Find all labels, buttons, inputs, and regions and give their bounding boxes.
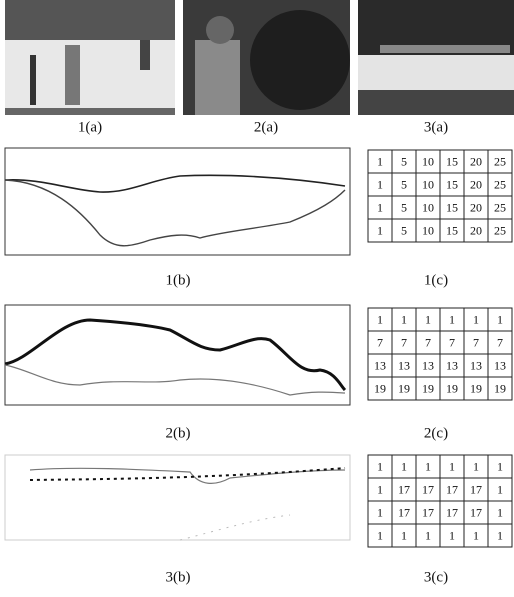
grid-value: 1 bbox=[473, 528, 479, 542]
plot-caption: 1(b) bbox=[166, 272, 191, 288]
grid-value: 7 bbox=[401, 335, 407, 349]
grid-value: 1 bbox=[401, 459, 407, 473]
grid-value: 1 bbox=[449, 312, 455, 326]
grid-value: 1 bbox=[377, 482, 383, 496]
plot-3 bbox=[5, 455, 350, 540]
grid-value: 10 bbox=[422, 154, 434, 168]
grid-value: 1 bbox=[449, 528, 455, 542]
grid-value: 15 bbox=[446, 154, 458, 168]
grid-value: 19 bbox=[422, 381, 434, 395]
grid-value: 17 bbox=[398, 505, 410, 519]
grid-value: 1 bbox=[377, 177, 383, 191]
grid-value: 15 bbox=[446, 200, 458, 214]
plot-caption: 2(b) bbox=[166, 425, 191, 441]
grid-value: 13 bbox=[398, 358, 410, 372]
grid-value: 20 bbox=[470, 200, 482, 214]
grid-value: 7 bbox=[425, 335, 431, 349]
plot-1 bbox=[5, 148, 350, 255]
grid-value: 1 bbox=[401, 312, 407, 326]
grid-value: 5 bbox=[401, 200, 407, 214]
grid-value: 13 bbox=[374, 358, 386, 372]
grid-value: 1 bbox=[473, 459, 479, 473]
grid-value: 19 bbox=[398, 381, 410, 395]
grid-value: 25 bbox=[494, 200, 506, 214]
grid-value: 1 bbox=[425, 459, 431, 473]
grid-value: 13 bbox=[446, 358, 458, 372]
grid-value: 5 bbox=[401, 154, 407, 168]
grid-value: 13 bbox=[470, 358, 482, 372]
grid-value: 1 bbox=[497, 505, 503, 519]
grid-value: 25 bbox=[494, 154, 506, 168]
grid-value: 19 bbox=[470, 381, 482, 395]
grid-value: 19 bbox=[374, 381, 386, 395]
grid-value: 7 bbox=[449, 335, 455, 349]
grid-value: 19 bbox=[446, 381, 458, 395]
grid-value: 17 bbox=[422, 482, 434, 496]
grid-value: 1 bbox=[497, 459, 503, 473]
grid-value: 5 bbox=[401, 223, 407, 237]
grid-value: 1 bbox=[377, 459, 383, 473]
grid-value: 17 bbox=[398, 482, 410, 496]
grid-value: 17 bbox=[470, 505, 482, 519]
grid-value: 20 bbox=[470, 154, 482, 168]
grid-value: 1 bbox=[425, 312, 431, 326]
grid-value: 17 bbox=[446, 482, 458, 496]
grid-value: 1 bbox=[497, 482, 503, 496]
grid-value: 25 bbox=[494, 177, 506, 191]
grid-value: 17 bbox=[446, 505, 458, 519]
image-caption: 3(a) bbox=[424, 119, 448, 135]
image-1 bbox=[5, 0, 175, 115]
image-3 bbox=[358, 0, 514, 115]
grid-value: 7 bbox=[497, 335, 503, 349]
grid-value: 20 bbox=[470, 223, 482, 237]
image-caption: 1(a) bbox=[78, 119, 102, 135]
grid-value: 1 bbox=[377, 312, 383, 326]
image-2 bbox=[183, 0, 350, 115]
grid-value: 17 bbox=[422, 505, 434, 519]
grid-value: 13 bbox=[494, 358, 506, 372]
image-caption: 2(a) bbox=[254, 119, 278, 135]
grid-value: 1 bbox=[377, 200, 383, 214]
grid-value: 10 bbox=[422, 177, 434, 191]
grid-value: 1 bbox=[497, 312, 503, 326]
plot-caption: 3(b) bbox=[166, 569, 191, 585]
plot-2 bbox=[5, 305, 350, 405]
grid-value: 1 bbox=[497, 528, 503, 542]
grid-value: 1 bbox=[425, 528, 431, 542]
grid-value: 15 bbox=[446, 177, 458, 191]
grid-value: 20 bbox=[470, 177, 482, 191]
grid-value: 15 bbox=[446, 223, 458, 237]
grid-value: 1 bbox=[449, 459, 455, 473]
grid-value: 17 bbox=[470, 482, 482, 496]
figure-page: 1(a) 2(a) 3(a) 1(b) 1(c) 2(b) 2(c) 3(b) … bbox=[0, 0, 514, 597]
grid-value: 7 bbox=[377, 335, 383, 349]
grid-caption: 3(c) bbox=[424, 569, 448, 585]
grid-value: 1 bbox=[401, 528, 407, 542]
grid-value: 1 bbox=[377, 223, 383, 237]
figure: 1(a) 2(a) 3(a) 1(b) 1(c) 2(b) 2(c) 3(b) … bbox=[0, 0, 514, 597]
grid-value: 1 bbox=[377, 154, 383, 168]
grid-value: 7 bbox=[473, 335, 479, 349]
grid-caption: 2(c) bbox=[424, 425, 448, 441]
grid-value: 1 bbox=[473, 312, 479, 326]
grid-value: 1 bbox=[377, 528, 383, 542]
grid-value: 13 bbox=[422, 358, 434, 372]
grid-value: 10 bbox=[422, 200, 434, 214]
grid-value: 1 bbox=[377, 505, 383, 519]
grid-caption: 1(c) bbox=[424, 272, 448, 288]
grid-value: 19 bbox=[494, 381, 506, 395]
grid-value: 25 bbox=[494, 223, 506, 237]
grid-value: 10 bbox=[422, 223, 434, 237]
grid-value: 5 bbox=[401, 177, 407, 191]
